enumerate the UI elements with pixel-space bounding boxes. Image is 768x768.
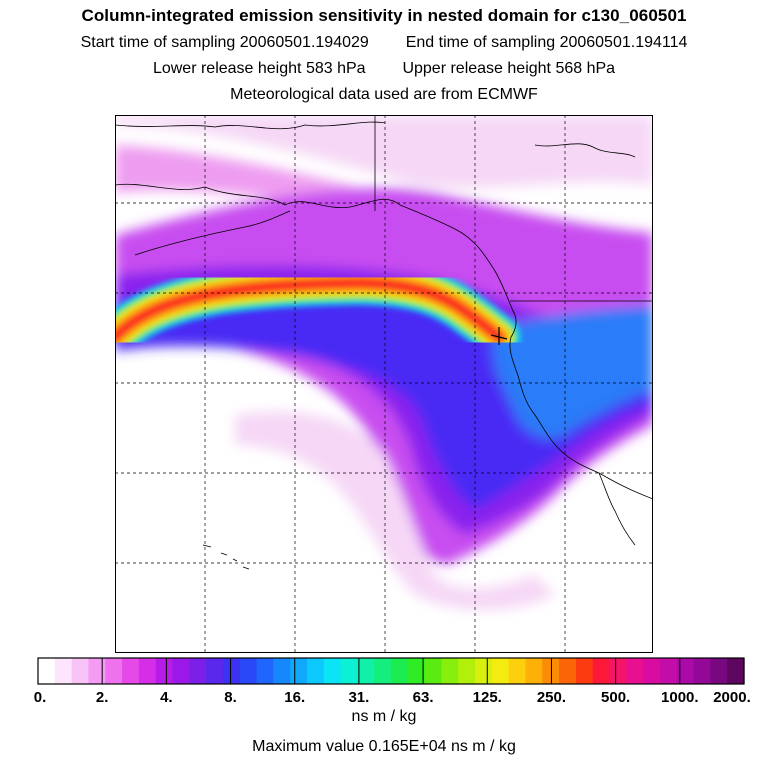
color-scale-label: 31. [348,689,369,703]
maximum-value-value: 0.165E+04 ns m / kg [368,738,516,755]
maximum-value-line: Maximum value 0.165E+04 ns m / kg [0,738,768,756]
color-scale-cell [575,658,594,684]
plot-title: Column-integrated emission sensitivity i… [81,6,687,25]
color-scale-cell [222,658,241,684]
color-scale-label: 63. [413,689,434,703]
coastline-baja [598,472,636,546]
color-scale-label: 2000. [713,689,751,703]
plume-faint-north [115,115,653,188]
color-scale-cell [525,658,543,684]
color-scale-cell [592,658,611,684]
sampling-time-line: Start time of sampling 20060501.194029 E… [0,34,768,52]
color-scale-frame [37,657,745,685]
color-scale-label: 4. [160,689,173,703]
color-scale-label: 0. [34,689,47,703]
color-scale-cell [206,658,224,684]
color-scale-cell [374,658,392,684]
color-scale-cell [88,658,106,684]
color-scale-label: 8. [224,689,237,703]
color-scale-cell [138,658,157,684]
color-scale-cell [122,658,140,684]
color-scale-cell [357,658,375,684]
color-scale-cell [491,658,510,684]
color-scale-cell [306,658,325,684]
color-scale-cell [407,658,426,684]
map-frame [115,115,653,653]
color-scale-label: 1000. [661,689,699,703]
color-scale-cell [710,658,728,684]
plume-blue-region [492,305,653,439]
coastline-hawaii [202,544,250,570]
color-scale-label: 125. [473,689,502,703]
color-scale-cell [659,658,678,684]
lower-release-label: Lower release height [152,60,302,77]
color-scale-cell [155,658,174,684]
upper-release-value: 568 hPa [555,60,616,77]
met-source-line: Meteorological data used are from ECMWF [230,86,538,103]
color-scale-cell [475,658,493,684]
release-height-line: Lower release height 583 hPa Upper relea… [0,60,768,78]
color-scale-cell [340,658,358,684]
color-scale-label: 2. [96,689,109,703]
color-scale-cell [424,658,443,684]
color-scale-cell [458,658,476,684]
color-scale-cell [239,658,258,684]
color-scale-label: 250. [537,689,566,703]
color-scale-label: 500. [601,689,630,703]
color-scale-cell [323,658,342,684]
coastline-aleutians [134,210,291,256]
color-scale-cell [676,658,695,684]
color-scale: 0. 2. 4. 8. 16. 31. 63. 125. 250. 500. 1000. 2000. [34,657,751,703]
maximum-value-label: Maximum value [252,738,365,755]
color-scale-label: 16. [284,689,305,703]
color-scale-cell [391,658,409,684]
plume-faint-southwest [235,411,555,610]
color-scale-cell [290,658,308,684]
coastline-alaska-north [115,121,386,130]
color-scale-cell [441,658,459,684]
ribbon-red [115,278,503,341]
lower-release-value: 583 hPa [305,60,366,77]
color-scale-cell [626,658,644,684]
coastline-hudson [534,143,636,158]
color-scale-cell [38,658,56,684]
sensitivity-map [115,115,653,653]
color-scale-cell [71,658,90,684]
start-time-value: 20060501.194029 [239,34,369,51]
color-scale-cell [172,658,190,684]
start-time-label: Start time of sampling [80,34,236,51]
color-scale-cell [54,658,73,684]
color-scale-cell [508,658,527,684]
upper-release-label: Upper release height [402,60,551,77]
color-scale-cell [105,658,123,684]
color-scale-unit: ns m / kg [351,708,417,725]
color-scale-cell [273,658,291,684]
color-scale-cell [256,658,274,684]
color-scale-cell [727,658,745,684]
coastline-pacific-northwest [494,270,653,500]
end-time-value: 20060501.194114 [559,34,688,51]
coastline-alaska-south [115,183,496,272]
color-scale-cell [609,658,627,684]
color-scale-cell [189,658,207,684]
color-scale-cell [643,658,661,684]
end-time-label: End time of sampling [405,34,556,51]
color-scale-cell [559,658,577,684]
color-scale-cell [693,658,711,684]
